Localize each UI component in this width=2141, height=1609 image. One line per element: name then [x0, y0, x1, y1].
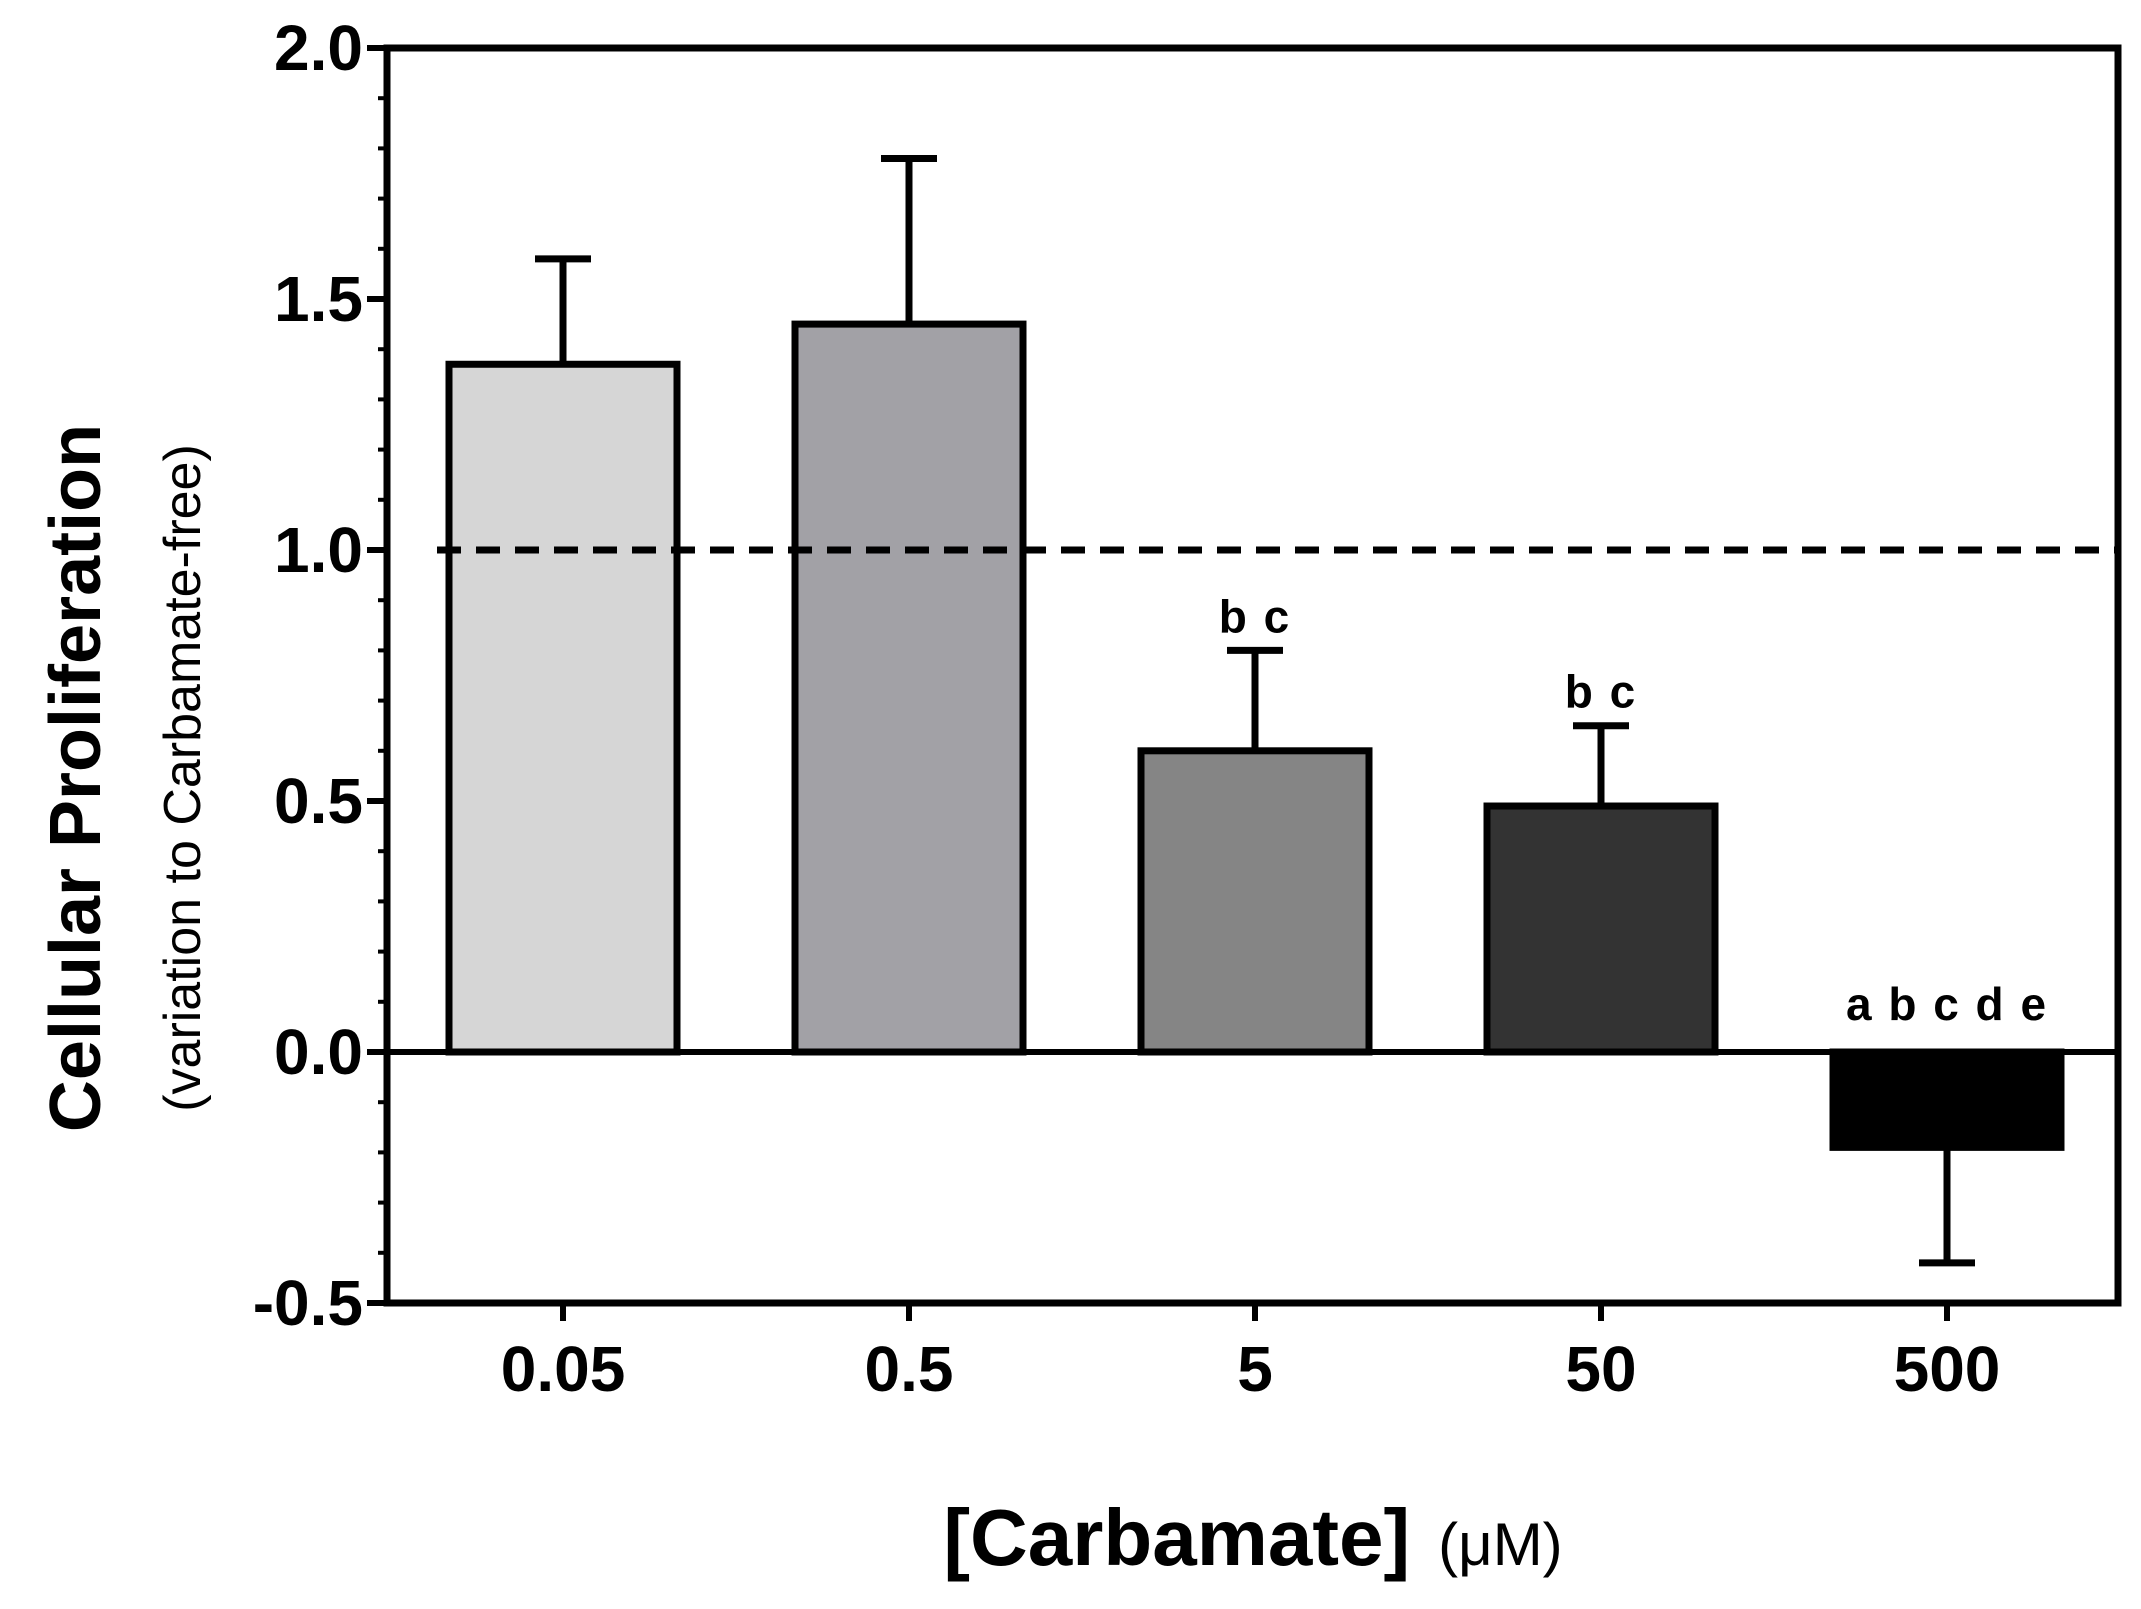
x-tick-label: 0.5 [865, 1333, 954, 1405]
x-tick-label: 5 [1237, 1333, 1273, 1405]
x-tick-label: 500 [1894, 1333, 2001, 1405]
x-tick-label: 50 [1565, 1333, 1636, 1405]
y-axis-title: Cellular Proliferation (variation to Car… [36, 424, 212, 1132]
y-tick-label: 1.0 [274, 514, 363, 586]
x-tick-label: 0.05 [501, 1333, 626, 1405]
bar [1483, 802, 1719, 1056]
bar [1137, 747, 1373, 1056]
x-axis-unit: (μM) [1438, 1511, 1563, 1578]
bar [1829, 1048, 2065, 1151]
plot-frame [383, 44, 2122, 1307]
y-tick-label: 1.5 [274, 263, 363, 335]
y-axis-sublabel: (variation to Carbamate-free) [154, 444, 212, 1112]
x-axis-label: [Carbamate] [943, 1493, 1410, 1582]
y-tick-label: 2.0 [274, 12, 363, 84]
y-axis-label: Cellular Proliferation [36, 424, 116, 1132]
axes-layer: 0.05 0.5 5 50 500 2.0 1.5 1.0 0.5 0.0 -0.5 [253, 12, 2122, 1405]
y-tick-label: 0.0 [274, 1016, 363, 1088]
y-tick-label: 0.5 [274, 765, 363, 837]
y-tick-label: -0.5 [253, 1267, 363, 1339]
significance-label: b c [1219, 590, 1291, 642]
bar [445, 360, 681, 1056]
bars-layer: b c b c a b c d e [445, 154, 2065, 1267]
x-axis-title: [Carbamate] (μM) [943, 1493, 1562, 1582]
significance-label: a b c d e [1846, 978, 2048, 1030]
bar [791, 320, 1027, 1056]
significance-label: b c [1565, 666, 1637, 718]
